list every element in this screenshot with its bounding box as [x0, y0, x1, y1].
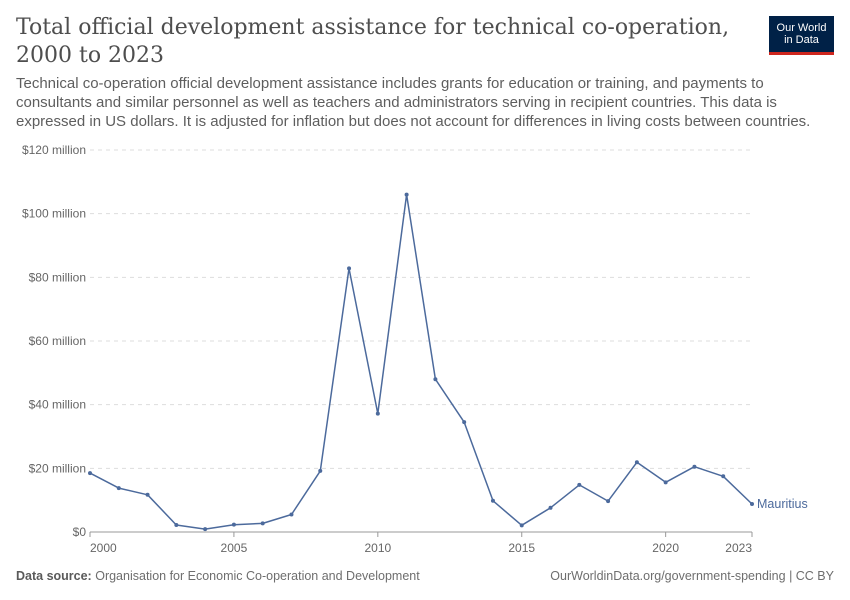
data-point: [606, 499, 611, 504]
x-tick-label: 2023: [725, 541, 752, 555]
series-line: [89, 193, 753, 530]
data-point: [750, 501, 754, 506]
data-point: [289, 512, 294, 517]
line-chart: $0 $20 million $40 million $60 million $80 m…: [22, 143, 808, 555]
y-tick-label: $100 million: [22, 207, 86, 221]
y-tick-label: $60 million: [29, 334, 86, 348]
license-link[interactable]: OurWorldinData.org/government-spending |…: [550, 569, 834, 583]
data-point: [116, 486, 121, 491]
x-tick-label: 2005: [221, 541, 248, 555]
data-point: [88, 471, 92, 476]
data-point: [318, 468, 323, 473]
x-tick-label: 2020: [652, 541, 679, 555]
data-source-label: Data source:: [16, 569, 92, 583]
data-point: [721, 474, 726, 479]
data-point: [203, 527, 208, 532]
data-point: [433, 377, 438, 382]
y-tick-label: $0: [73, 525, 87, 539]
data-point: [692, 464, 697, 469]
data-point: [462, 420, 467, 425]
x-tick-label: 2010: [364, 541, 391, 555]
x-tick-label: 2000: [90, 541, 117, 555]
data-point: [663, 480, 668, 485]
data-point: [634, 460, 639, 465]
data-point: [490, 498, 495, 503]
chart-title: Total official development assistance fo…: [16, 15, 730, 68]
data-point: [404, 192, 409, 197]
data-point: [577, 482, 582, 487]
data-source-link[interactable]: Organisation for Economic Co-operation a…: [95, 569, 420, 583]
logo-line-2: in Data: [784, 34, 819, 46]
data-point: [519, 523, 524, 528]
data-point: [347, 266, 352, 271]
data-point: [375, 411, 380, 416]
series-label: Mauritius: [757, 497, 808, 511]
y-tick-label: $40 million: [29, 398, 86, 412]
owid-logo[interactable]: Our World in Data: [769, 16, 834, 55]
x-tick-label: 2015: [508, 541, 535, 555]
data-source: Data source: Organisation for Economic C…: [16, 569, 420, 583]
data-point: [548, 505, 553, 510]
y-tick-label: $120 million: [22, 143, 86, 157]
data-point: [231, 522, 236, 527]
data-point: [145, 492, 150, 497]
chart-subtitle: Technical co-operation official developm…: [16, 75, 811, 130]
logo-line-1: Our World: [776, 22, 827, 34]
y-tick-label: $20 million: [29, 461, 86, 475]
y-tick-label: $80 million: [29, 270, 86, 284]
data-point: [260, 521, 265, 526]
data-point: [174, 522, 179, 527]
